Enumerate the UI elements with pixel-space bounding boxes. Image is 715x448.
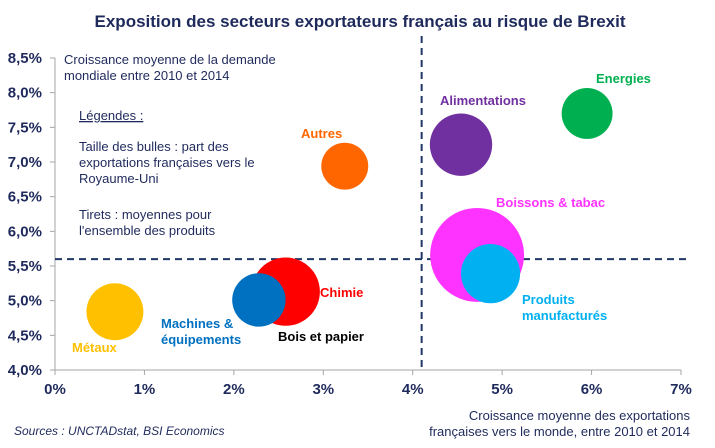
y-tick-label: 6,0%: [8, 223, 42, 240]
bubble-labels: Métaux Bois et papier Chimie Machines &équi…: [72, 71, 651, 355]
x-tick-label: 3%: [312, 381, 334, 398]
bubble-label: équipements: [161, 332, 241, 347]
y-axis-title-line: mondiale entre 2010 et 2014: [64, 68, 230, 83]
axes: 4,0% 4,5% 5,0% 5,5% 6,0% 6,5% 7,0% 7,5% 8,0% 8,5%…: [8, 50, 692, 398]
bubble-autres: [321, 142, 369, 190]
bubble-label: Produits: [522, 292, 575, 307]
bubble-produits-manufactur-s: [460, 244, 521, 304]
x-tick-label: 5%: [491, 381, 513, 398]
dash-note-line: Tirets : moyennes pour: [79, 207, 212, 222]
x-axis-title-line: françaises vers le monde, entre 2010 et …: [429, 424, 690, 439]
y-tick-label: 7,5%: [8, 119, 42, 136]
x-axis-title-line: Croissance moyenne des exportations: [469, 408, 691, 423]
bubble-label: Energies: [596, 71, 651, 86]
reference-lines: [55, 36, 691, 370]
y-tick-label: 5,5%: [8, 258, 42, 275]
bubbles: [86, 88, 613, 341]
y-tick-label: 8,5%: [8, 50, 42, 67]
x-tick-label: 6%: [581, 381, 603, 398]
bubble-label: Alimentations: [440, 93, 526, 108]
bubble-label: Machines &: [161, 316, 233, 331]
x-tick-label: 0%: [44, 381, 66, 398]
bubble-label: Métaux: [72, 340, 118, 355]
legend-notes: Croissance moyenne de la demandemondiale…: [64, 52, 276, 238]
bubble-energies: [561, 88, 613, 139]
x-tick-label: 1%: [134, 381, 156, 398]
dash-note-line: l'ensemble des produits: [79, 223, 216, 238]
bubble-label: Boissons & tabac: [496, 195, 605, 210]
x-tick-label: 4%: [402, 381, 424, 398]
chart-title: Exposition des secteurs exportateurs fra…: [95, 12, 626, 31]
x-tick-label: 7%: [670, 381, 692, 398]
bubble-m-taux: [86, 283, 144, 341]
x-tick-label: 2%: [223, 381, 245, 398]
bubble-label: Chimie: [320, 285, 363, 300]
y-tick-label: 4,5%: [8, 327, 42, 344]
size-note-line: exportations françaises vers le: [79, 155, 255, 170]
y-tick-label: 7,0%: [8, 154, 42, 171]
size-note-line: Royaume-Uni: [79, 171, 159, 186]
bubble-alimentations: [429, 113, 493, 176]
y-tick-label: 6,5%: [8, 189, 42, 206]
y-axis-title-line: Croissance moyenne de la demande: [64, 52, 276, 67]
bubble-label: Bois et papier: [278, 329, 364, 344]
x-axis-title: Croissance moyenne des exportationsfranç…: [429, 408, 690, 439]
size-note-line: Taille des bulles : part des: [79, 139, 229, 154]
bubble-label: Autres: [301, 126, 342, 141]
y-tick-label: 5,0%: [8, 293, 42, 310]
source-note: Sources : UNCTADstat, BSI Economics: [14, 424, 225, 438]
bubble-label: manufacturés: [522, 308, 607, 323]
bubble-machines-quipements: [232, 273, 286, 327]
y-tick-label: 4,0%: [8, 362, 42, 379]
legend-title: Légendes :: [79, 108, 143, 123]
y-tick-label: 8,0%: [8, 85, 42, 102]
